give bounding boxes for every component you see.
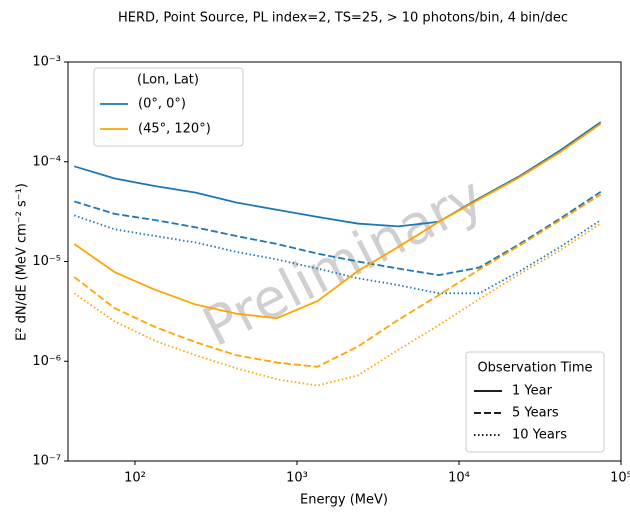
legend-label: (0°, 0°)	[138, 97, 186, 112]
legend-label: 5 Years	[512, 406, 559, 421]
y-axis-label: E² dN/dE (MeV cm⁻² s⁻¹)	[15, 183, 30, 341]
series-line	[73, 123, 602, 320]
legend-label: 10 Years	[512, 428, 567, 443]
legend-title: (Lon, Lat)	[137, 73, 199, 88]
y-tick-label: 10⁻⁷	[32, 454, 61, 469]
y-tick-label: 10⁻⁶	[32, 354, 61, 369]
series-line	[73, 121, 602, 228]
x-tick-label: 10²	[124, 471, 146, 486]
x-tick-label: 10⁴	[448, 471, 470, 486]
y-tick-label: 10⁻⁵	[32, 254, 61, 269]
legend-label: (45°, 120°)	[138, 122, 211, 137]
legend-label: 1 Year	[512, 384, 553, 399]
y-tick-label: 10⁻³	[32, 55, 61, 70]
y-tick-label: 10⁻⁴	[32, 154, 61, 169]
watermark: Preliminary	[193, 164, 493, 359]
chart-title: HERD, Point Source, PL index=2, TS=25, >…	[118, 11, 568, 26]
series-line	[73, 214, 602, 295]
x-tick-label: 10³	[286, 471, 308, 486]
legend-title: Observation Time	[477, 361, 592, 376]
legend-box	[465, 351, 605, 453]
series-line	[73, 191, 602, 277]
series-line	[73, 222, 602, 387]
x-tick-label: 10⁵	[610, 471, 630, 486]
legend-box	[93, 67, 244, 147]
x-axis-label: Energy (MeV)	[300, 493, 388, 508]
series-line	[73, 193, 602, 368]
